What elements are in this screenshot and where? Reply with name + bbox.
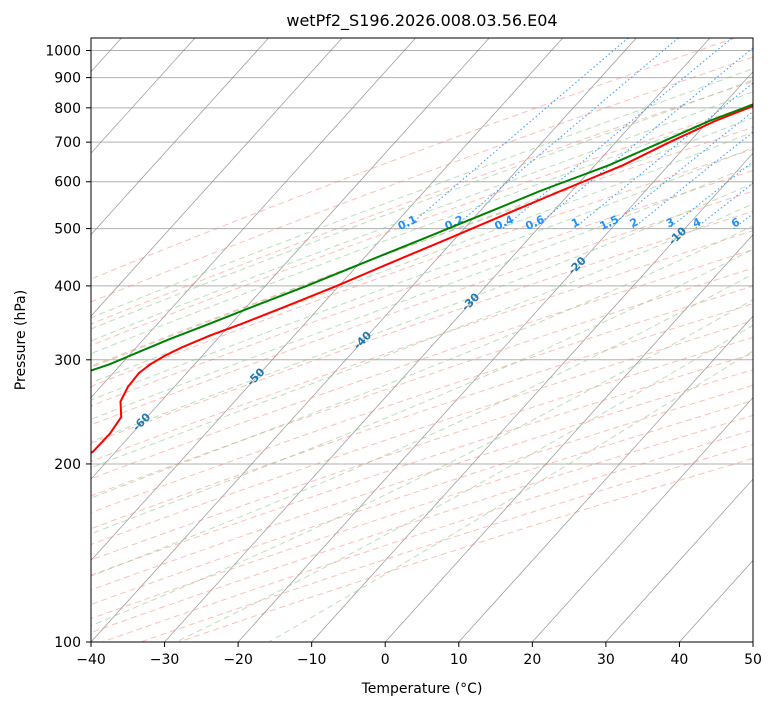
plot-frame — [90, 37, 754, 643]
x-tick-label: 10 — [450, 652, 468, 668]
dry-adiabat-line — [91, 399, 753, 620]
dry-adiabat-line — [91, 104, 753, 347]
profile-lines — [91, 103, 753, 455]
isotherm-line — [91, 38, 564, 562]
dry-adiabat-line — [91, 169, 753, 407]
isotherm-line — [311, 152, 753, 642]
dry-adiabat-line — [102, 429, 753, 642]
y-tick-label: 200 — [54, 457, 81, 473]
x-tick-label: −20 — [223, 652, 253, 668]
mixing-ratio-line — [762, 38, 775, 229]
moist-adiabat-line — [91, 79, 753, 330]
mixing-ratio-line — [502, 38, 733, 230]
x-tick-label: −30 — [150, 652, 180, 668]
moist-adiabat-line — [91, 91, 753, 342]
temperature-profile — [91, 104, 753, 455]
moist-adiabat-line — [91, 182, 753, 443]
moist-adiabat-line — [91, 248, 753, 535]
dry-adiabat-line — [91, 336, 753, 561]
x-axis: −40 −30 −20 −10 0 10 20 30 40 50 — [76, 642, 762, 668]
moist-adiabat-line — [91, 147, 753, 401]
dry-adiabat-line — [91, 285, 753, 514]
dewpoint-profile — [91, 103, 753, 372]
mixing-ratio-line — [573, 82, 753, 230]
chart-title: wetPf2_S196.2026.008.03.56.E04 — [286, 11, 557, 31]
isotherm-line — [91, 38, 343, 317]
mixing-ratio-label: 6 — [729, 215, 742, 230]
x-tick-label: 20 — [523, 652, 541, 668]
dry-adiabat-line — [178, 457, 753, 642]
y-axis-label: Pressure (hPa) — [13, 290, 29, 390]
isotherm-line — [532, 396, 753, 642]
dry-adiabat-line — [91, 384, 753, 605]
dry-adiabat-line — [140, 443, 753, 642]
y-axis: 100 200 300 400 500 600 700 800 900 1000 — [45, 44, 91, 651]
isotherm-line — [91, 38, 490, 480]
x-tick-label: 30 — [597, 652, 615, 668]
dry-adiabat-line — [91, 303, 753, 530]
moist-adiabat-line — [175, 324, 753, 642]
dry-adiabat-line — [91, 190, 753, 426]
mixing-ratio-line — [405, 38, 629, 230]
x-tick-label: 0 — [381, 652, 390, 668]
mixing-ratio-label: 8 — [758, 215, 770, 230]
mixing-ratio-line — [452, 38, 679, 230]
y-tick-label: 900 — [54, 71, 81, 87]
mixing-ratio-line — [631, 131, 753, 230]
isotherm-line — [458, 315, 753, 642]
dry-adiabat-line — [91, 230, 753, 462]
moist-adiabat-line — [91, 203, 753, 469]
dry-adiabat-line — [91, 210, 753, 444]
x-tick-label: 40 — [671, 652, 689, 668]
y-tick-label: 700 — [54, 135, 81, 151]
background-lines — [91, 38, 775, 642]
isotherm-line — [605, 478, 753, 642]
moist-adiabat-line — [91, 225, 753, 499]
dry-adiabat-line — [91, 38, 736, 280]
y-tick-label: 800 — [54, 101, 81, 117]
dry-adiabat-line — [91, 267, 753, 497]
x-axis-label: Temperature (°C) — [361, 681, 483, 697]
dry-adiabat-line — [91, 126, 753, 367]
moist-adiabat-line — [91, 164, 753, 420]
dry-adiabat-line — [91, 56, 753, 303]
moist-adiabat-line — [91, 68, 753, 319]
isotherm-line — [164, 38, 711, 642]
moist-adiabat-line — [91, 131, 753, 384]
dry-adiabat-line — [91, 249, 753, 480]
mixing-ratio-line — [607, 110, 753, 230]
isotherm-line — [91, 38, 196, 154]
dry-adiabat-line — [91, 353, 753, 576]
isotherm-line — [384, 234, 753, 642]
y-tick-label: 400 — [54, 279, 81, 295]
mixing-ratio-line — [733, 212, 753, 230]
isotherm-line — [91, 38, 269, 236]
y-tick-label: 1000 — [45, 44, 81, 60]
y-tick-label: 600 — [54, 175, 81, 191]
y-tick-label: 300 — [54, 353, 81, 369]
moist-adiabat-line — [91, 273, 753, 577]
isotherm-line — [752, 641, 753, 642]
isotherm-line — [91, 38, 637, 642]
isotherm-label: -70 — [13, 458, 36, 481]
x-tick-label: −40 — [76, 652, 106, 668]
dry-adiabat-line — [91, 80, 753, 325]
dry-adiabat-line — [91, 369, 753, 591]
x-tick-label: −10 — [297, 652, 327, 668]
moist-adiabat-line — [91, 117, 753, 369]
dry-adiabat-line — [91, 148, 753, 387]
mixing-ratio-line — [694, 182, 753, 230]
isotherm-line — [91, 38, 416, 399]
dry-adiabat-line — [91, 320, 753, 546]
mixing-ratio-label: 0.6 — [523, 213, 546, 233]
y-tick-label: 100 — [54, 635, 81, 651]
mixing-ratio-line — [532, 47, 753, 230]
dry-adiabat-line — [91, 414, 753, 634]
y-tick-label: 500 — [54, 222, 81, 238]
isotherm-line — [237, 71, 753, 642]
moist-adiabat-line — [91, 103, 753, 355]
x-tick-label: 50 — [744, 652, 762, 668]
isotherm-label: 0 — [769, 201, 775, 216]
